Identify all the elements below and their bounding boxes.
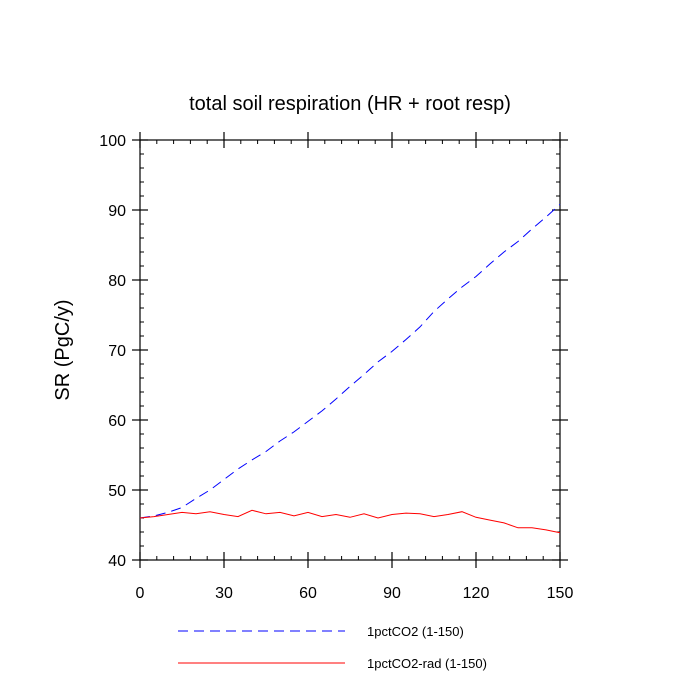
legend: 1pctCO2 (1-150) 1pctCO2-rad (1-150) [178, 624, 487, 671]
y-tick-label: 100 [99, 133, 126, 150]
series-line-2 [139, 509, 561, 534]
y-axis-label: SR (PgC/y) [52, 299, 74, 400]
x-tick-label: 0 [136, 585, 145, 602]
series-line-1 [139, 204, 561, 519]
y-tick-label: 60 [108, 413, 126, 430]
y-tick-label: 70 [108, 343, 126, 360]
x-tick-label: 60 [299, 585, 317, 602]
x-tick-label: 120 [463, 585, 490, 602]
y-tick-label: 50 [108, 483, 126, 500]
chart-title: total soil respiration (HR + root resp) [189, 93, 511, 115]
plot-area: 0 30 60 90 120 150 40 50 60 70 80 90 100 [99, 132, 573, 602]
x-tick-label: 90 [383, 585, 401, 602]
y-tick-label: 40 [108, 553, 126, 570]
y-tick-label: 80 [108, 273, 126, 290]
plot-frame [139, 139, 561, 561]
x-tick-label: 150 [547, 585, 574, 602]
y-tick-label: 90 [108, 203, 126, 220]
legend-label-1: 1pctCO2 (1-150) [367, 624, 464, 639]
x-tick-label: 30 [215, 585, 233, 602]
legend-label-2: 1pctCO2-rad (1-150) [367, 656, 487, 671]
